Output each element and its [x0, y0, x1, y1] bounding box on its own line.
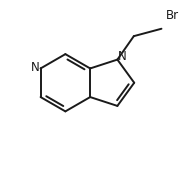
Text: N: N [118, 50, 126, 63]
Text: Br: Br [166, 9, 179, 22]
Text: N: N [31, 61, 40, 74]
